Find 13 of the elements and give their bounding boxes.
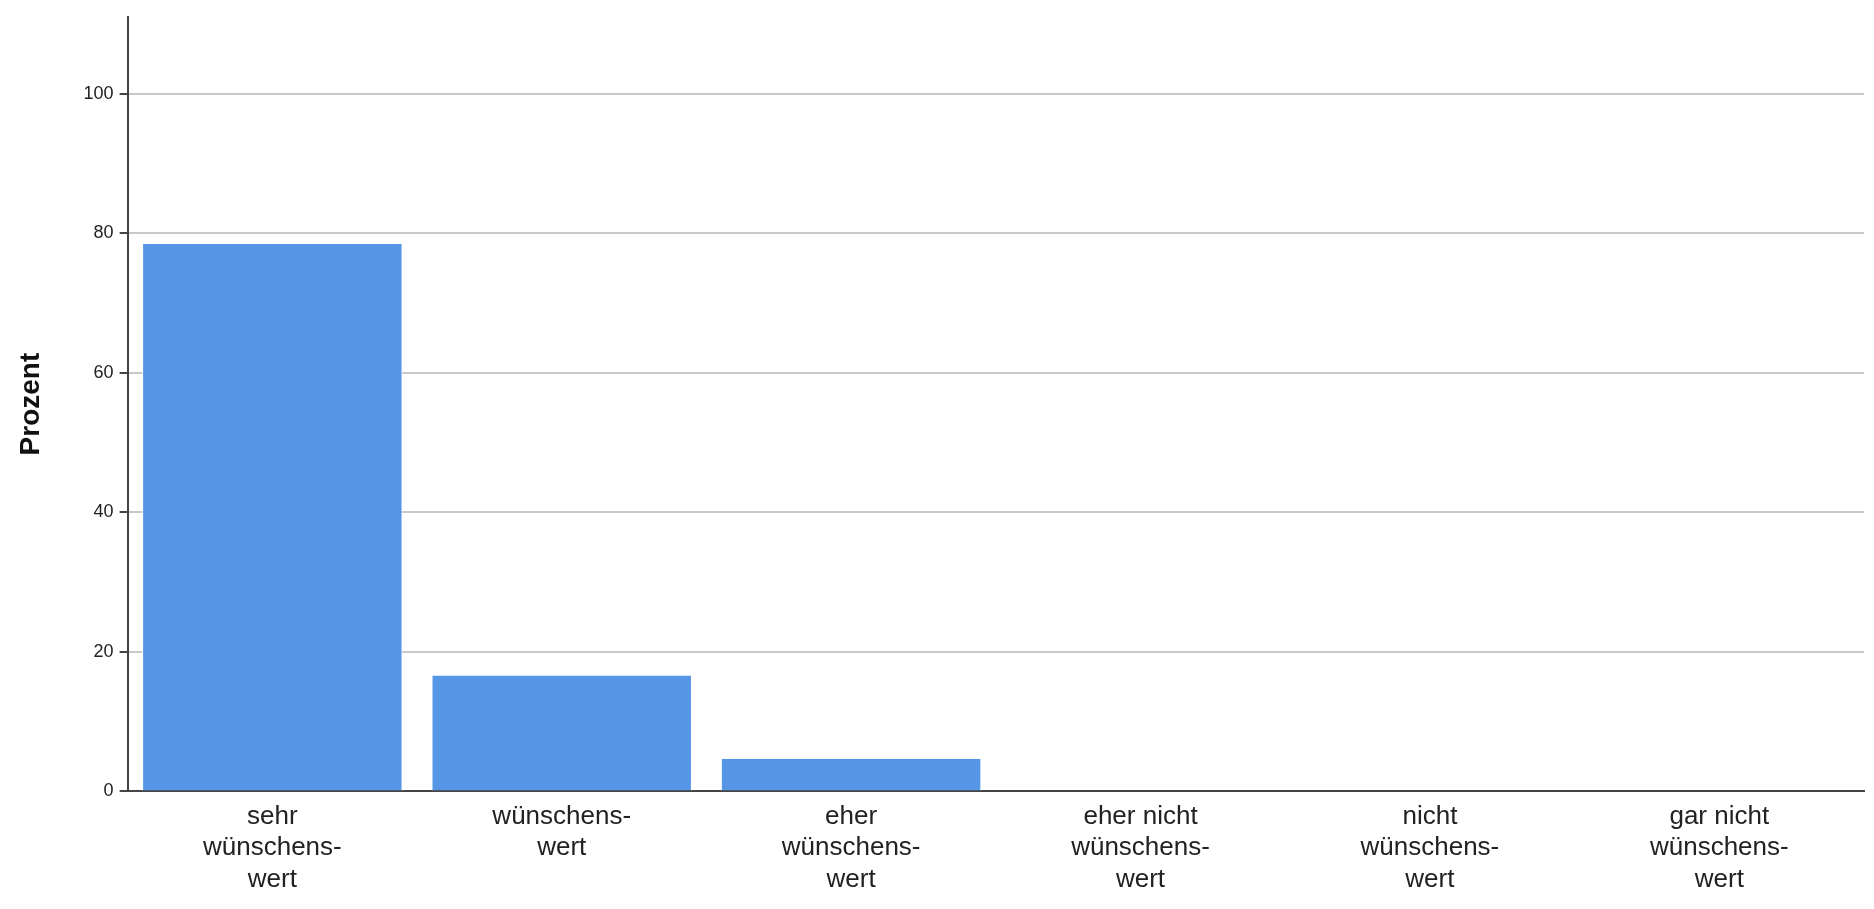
x-tick-label: wünschens- wert — [491, 800, 632, 862]
x-tick-label: eher wünschens- wert — [780, 800, 921, 893]
y-tick-label: 20 — [93, 640, 114, 661]
x-tick-label: gar nicht wünschens- wert — [1648, 800, 1789, 893]
y-tick-label: 80 — [93, 222, 114, 243]
x-tick-label: eher nicht wünschens- wert — [1070, 800, 1210, 893]
x-tick-label: nicht wünschens- wert — [1359, 800, 1500, 893]
y-axis-title: Prozent — [13, 352, 45, 456]
y-tick-label: 100 — [83, 82, 114, 103]
y-tick-label: 0 — [103, 780, 114, 801]
x-tick-label: sehr wünschens- wert — [201, 800, 342, 893]
y-tick-label: 40 — [93, 501, 114, 522]
y-tick-label: 60 — [93, 361, 114, 382]
